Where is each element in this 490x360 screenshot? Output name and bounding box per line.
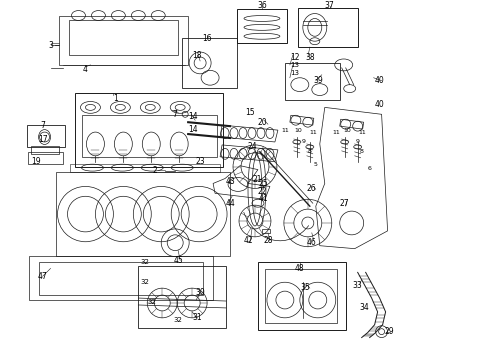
Bar bbox=[71, 164, 220, 172]
Text: 23: 23 bbox=[196, 157, 205, 166]
Text: 13: 13 bbox=[291, 70, 299, 76]
Bar bbox=[27, 152, 63, 164]
Text: 20: 20 bbox=[257, 118, 267, 127]
Text: 18: 18 bbox=[193, 50, 202, 59]
Text: 48: 48 bbox=[295, 264, 305, 273]
Text: 40: 40 bbox=[375, 100, 385, 109]
Bar bbox=[138, 266, 226, 328]
Text: 32: 32 bbox=[141, 279, 150, 285]
Text: 32: 32 bbox=[148, 299, 157, 305]
Text: 30: 30 bbox=[195, 288, 205, 297]
Text: 2: 2 bbox=[153, 166, 158, 175]
Text: 31: 31 bbox=[192, 313, 202, 322]
Text: 25: 25 bbox=[258, 179, 268, 188]
Text: 43: 43 bbox=[225, 177, 235, 186]
Text: 47: 47 bbox=[38, 272, 48, 281]
Text: 28: 28 bbox=[263, 236, 272, 245]
Text: 24: 24 bbox=[247, 143, 257, 152]
Text: 10: 10 bbox=[344, 127, 352, 132]
Text: 14: 14 bbox=[188, 125, 198, 134]
Bar bbox=[182, 38, 237, 87]
Text: 40: 40 bbox=[375, 76, 385, 85]
Text: 7: 7 bbox=[40, 121, 45, 130]
Text: 42: 42 bbox=[243, 236, 253, 245]
Bar bbox=[28, 256, 213, 300]
Text: 3: 3 bbox=[48, 41, 53, 50]
Text: 26: 26 bbox=[307, 184, 317, 193]
Text: 37: 37 bbox=[325, 1, 335, 10]
Text: 14: 14 bbox=[188, 112, 198, 121]
Bar bbox=[262, 229, 270, 233]
Bar bbox=[75, 93, 223, 167]
Text: 16: 16 bbox=[202, 34, 212, 43]
Text: 32: 32 bbox=[141, 260, 150, 265]
Text: 8: 8 bbox=[360, 149, 364, 154]
Text: 8: 8 bbox=[308, 149, 312, 154]
Text: 22: 22 bbox=[257, 187, 267, 196]
Text: 11: 11 bbox=[309, 130, 317, 135]
Bar bbox=[258, 262, 346, 330]
Text: 4: 4 bbox=[83, 66, 88, 75]
Text: 27: 27 bbox=[340, 199, 349, 208]
Text: 38: 38 bbox=[305, 54, 315, 63]
Text: 34: 34 bbox=[360, 303, 369, 312]
Text: 11: 11 bbox=[359, 130, 367, 135]
Text: 12: 12 bbox=[290, 54, 299, 63]
Bar bbox=[298, 8, 358, 47]
Text: 15: 15 bbox=[245, 108, 255, 117]
Text: 45: 45 bbox=[173, 256, 183, 265]
Bar bbox=[58, 15, 188, 65]
Bar bbox=[285, 63, 340, 100]
Text: 21: 21 bbox=[252, 175, 262, 184]
Text: 17: 17 bbox=[38, 135, 48, 144]
Text: 5: 5 bbox=[314, 162, 318, 167]
Text: 33: 33 bbox=[353, 281, 363, 290]
Text: 32: 32 bbox=[174, 317, 183, 323]
Text: 19: 19 bbox=[31, 157, 40, 166]
Bar bbox=[69, 21, 178, 55]
Text: 46: 46 bbox=[307, 238, 317, 247]
Bar bbox=[237, 9, 287, 43]
Bar bbox=[82, 115, 217, 157]
Bar bbox=[39, 261, 203, 295]
Text: 11: 11 bbox=[332, 130, 340, 135]
Text: 41: 41 bbox=[258, 194, 268, 203]
Text: 11: 11 bbox=[281, 127, 289, 132]
Text: 6: 6 bbox=[368, 166, 371, 171]
Bar bbox=[55, 172, 230, 256]
Text: 36: 36 bbox=[257, 1, 267, 10]
Text: 9: 9 bbox=[356, 139, 360, 144]
Text: 7: 7 bbox=[173, 110, 178, 119]
Text: 13: 13 bbox=[291, 62, 299, 68]
Text: 29: 29 bbox=[385, 327, 394, 336]
Text: 35: 35 bbox=[300, 283, 310, 292]
Text: 10: 10 bbox=[294, 127, 302, 132]
Bar bbox=[30, 146, 58, 154]
Text: 9: 9 bbox=[302, 139, 306, 144]
Text: 1: 1 bbox=[113, 94, 118, 103]
Text: 39: 39 bbox=[313, 76, 323, 85]
Bar bbox=[265, 269, 337, 323]
Text: 44: 44 bbox=[225, 199, 235, 208]
Bar bbox=[26, 125, 65, 147]
